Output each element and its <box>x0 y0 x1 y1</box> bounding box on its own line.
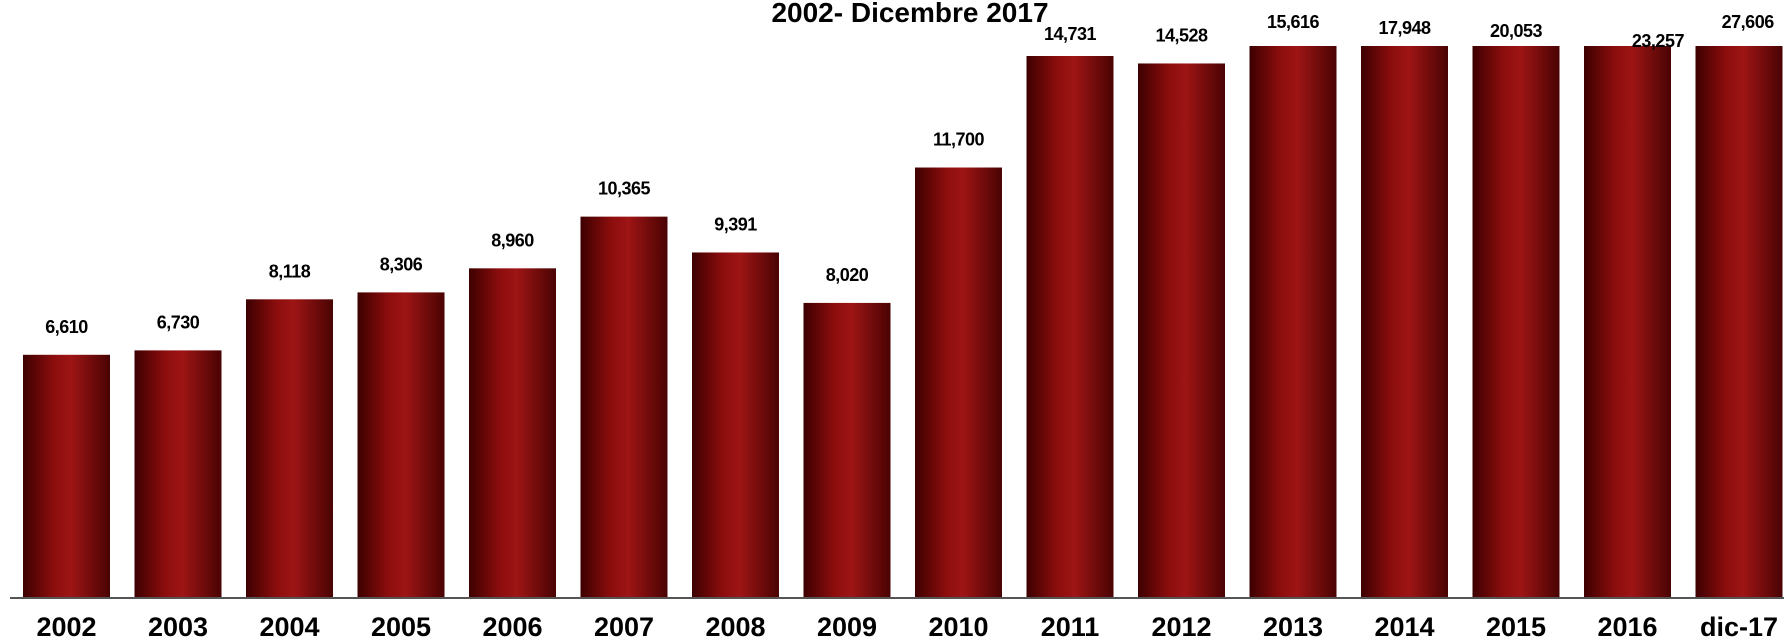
value-label-2007: 10,365 <box>598 179 651 199</box>
bar-2012 <box>1138 63 1225 599</box>
x-tick-label-2010: 2010 <box>928 612 988 638</box>
x-tick-label-2007: 2007 <box>594 612 654 638</box>
x-tick-label-dic-17: dic-17 <box>1700 612 1778 638</box>
bar-2009 <box>803 302 891 598</box>
x-tick-label-2014: 2014 <box>1374 612 1434 638</box>
bar-2016 <box>1584 46 1671 598</box>
value-label-2009: 8,020 <box>826 265 869 285</box>
value-label-2013: 15,616 <box>1267 12 1320 32</box>
value-label-dic-17: 27,606 <box>1722 12 1775 32</box>
bar-dic-17 <box>1695 46 1783 598</box>
bars-group <box>23 46 1783 599</box>
x-tick-label-2013: 2013 <box>1263 612 1323 638</box>
bar-2002 <box>23 354 110 598</box>
bar-2010 <box>915 167 1002 598</box>
x-tick-label-2004: 2004 <box>259 612 319 638</box>
x-tick-label-2003: 2003 <box>148 612 208 638</box>
value-label-2006: 8,960 <box>491 230 534 250</box>
bar-2008 <box>692 252 779 598</box>
x-tick-label-2002: 2002 <box>36 612 96 638</box>
bar-2007 <box>580 216 668 599</box>
bar-2013 <box>1249 46 1337 598</box>
value-label-2004: 8,118 <box>269 261 311 281</box>
bar-2003 <box>134 350 222 598</box>
x-tick-label-2008: 2008 <box>705 612 765 638</box>
value-label-2015: 20,053 <box>1490 21 1543 41</box>
x-tick-labels-group: 2002 2003 2004 2005 2006 2007 2008 2009 2010 2011… <box>36 612 1778 638</box>
bar-2005 <box>357 292 445 598</box>
value-labels-group: 6,610 6,730 8,118 8,306 8,960 10,365 9,391 8,02… <box>45 12 1774 337</box>
x-tick-label-2005: 2005 <box>371 612 431 638</box>
bar-2011 <box>1026 56 1114 598</box>
x-tick-label-2006: 2006 <box>482 612 542 638</box>
value-label-2010: 11,700 <box>933 130 985 150</box>
bar-2004 <box>246 299 333 598</box>
x-tick-label-2009: 2009 <box>817 612 877 638</box>
value-label-2014: 17,948 <box>1378 18 1431 38</box>
x-tick-label-2016: 2016 <box>1597 612 1657 638</box>
x-tick-label-2015: 2015 <box>1486 612 1546 638</box>
value-label-2011: 14,731 <box>1044 24 1097 44</box>
value-label-2012: 14,528 <box>1155 25 1208 45</box>
bar-2014 <box>1361 46 1448 598</box>
value-label-2008: 9,391 <box>714 214 757 234</box>
x-tick-label-2011: 2011 <box>1041 612 1100 638</box>
value-label-2003: 6,730 <box>157 312 200 332</box>
value-label-2005: 8,306 <box>380 254 423 274</box>
bar-2006 <box>469 268 556 598</box>
bar-2015 <box>1472 46 1560 598</box>
value-label-2016: 23,257 <box>1632 31 1685 51</box>
x-tick-label-2012: 2012 <box>1151 612 1211 638</box>
chart-title: 2002- Dicembre 2017 <box>771 0 1048 28</box>
value-label-2002: 6,610 <box>45 317 88 337</box>
